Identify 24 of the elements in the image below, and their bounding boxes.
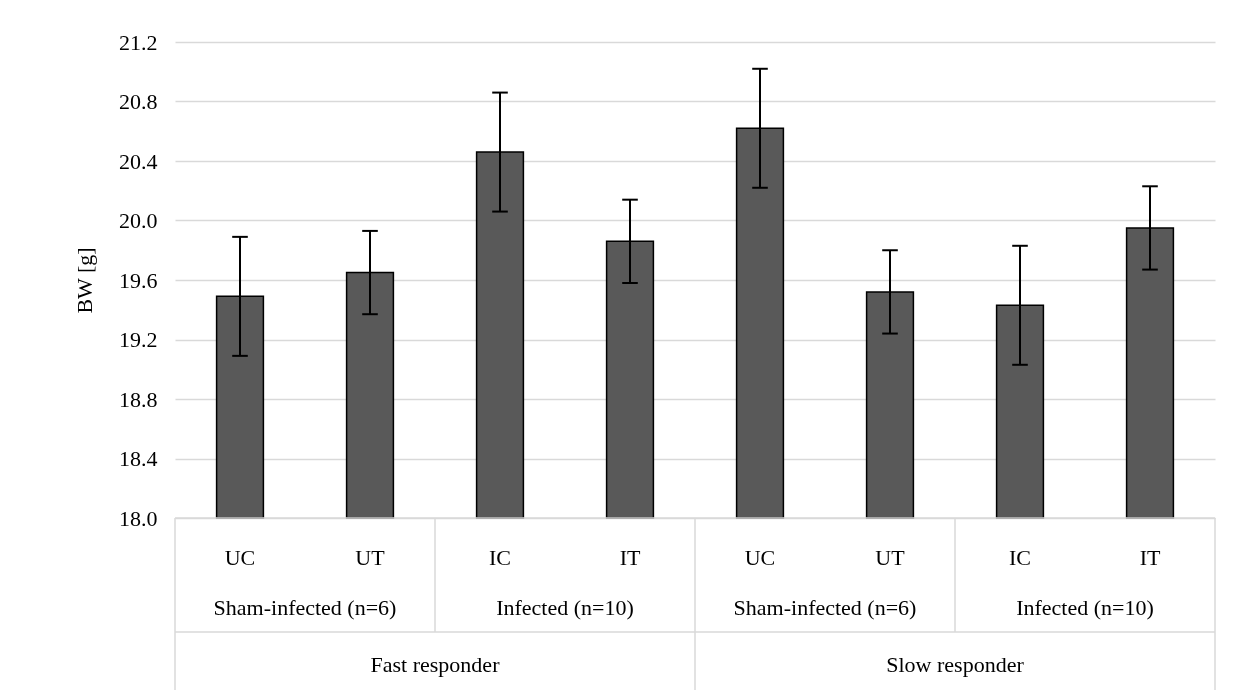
- y-tick-label: 21.2: [119, 29, 158, 55]
- y-tick-label: 20.4: [119, 148, 158, 174]
- x-tick-label: UC: [224, 545, 256, 570]
- text: Sham-infected (n=6): [733, 595, 917, 620]
- x-tick-label: IC: [1009, 545, 1031, 570]
- y-tick-label: 18.8: [119, 386, 158, 412]
- y-tick-label: 19.2: [119, 327, 158, 352]
- text: Infected (n=10): [1016, 595, 1154, 620]
- text: Infected (n=10): [496, 595, 634, 620]
- x-tick-label: IT: [619, 545, 641, 570]
- text: Fast responder: [370, 652, 501, 677]
- y-tick-label: 18.4: [119, 446, 158, 471]
- y-tick-label: 20.0: [119, 208, 158, 233]
- y-tick-label: 18.0: [119, 505, 158, 531]
- y-tick-label: 20.8: [119, 89, 158, 114]
- text: Sham-infected (n=6): [213, 595, 397, 620]
- x-tick-label: UC: [744, 545, 776, 570]
- x-tick-label: IT: [1139, 545, 1161, 570]
- x-tick-label: UT: [875, 545, 906, 570]
- x-tick-label: IC: [489, 545, 511, 570]
- text: Slow responder: [886, 652, 1025, 677]
- y-tick-label: 19.6: [119, 267, 158, 293]
- y-axis-title: BW [g]: [72, 247, 97, 314]
- x-tick-label: UT: [355, 545, 386, 570]
